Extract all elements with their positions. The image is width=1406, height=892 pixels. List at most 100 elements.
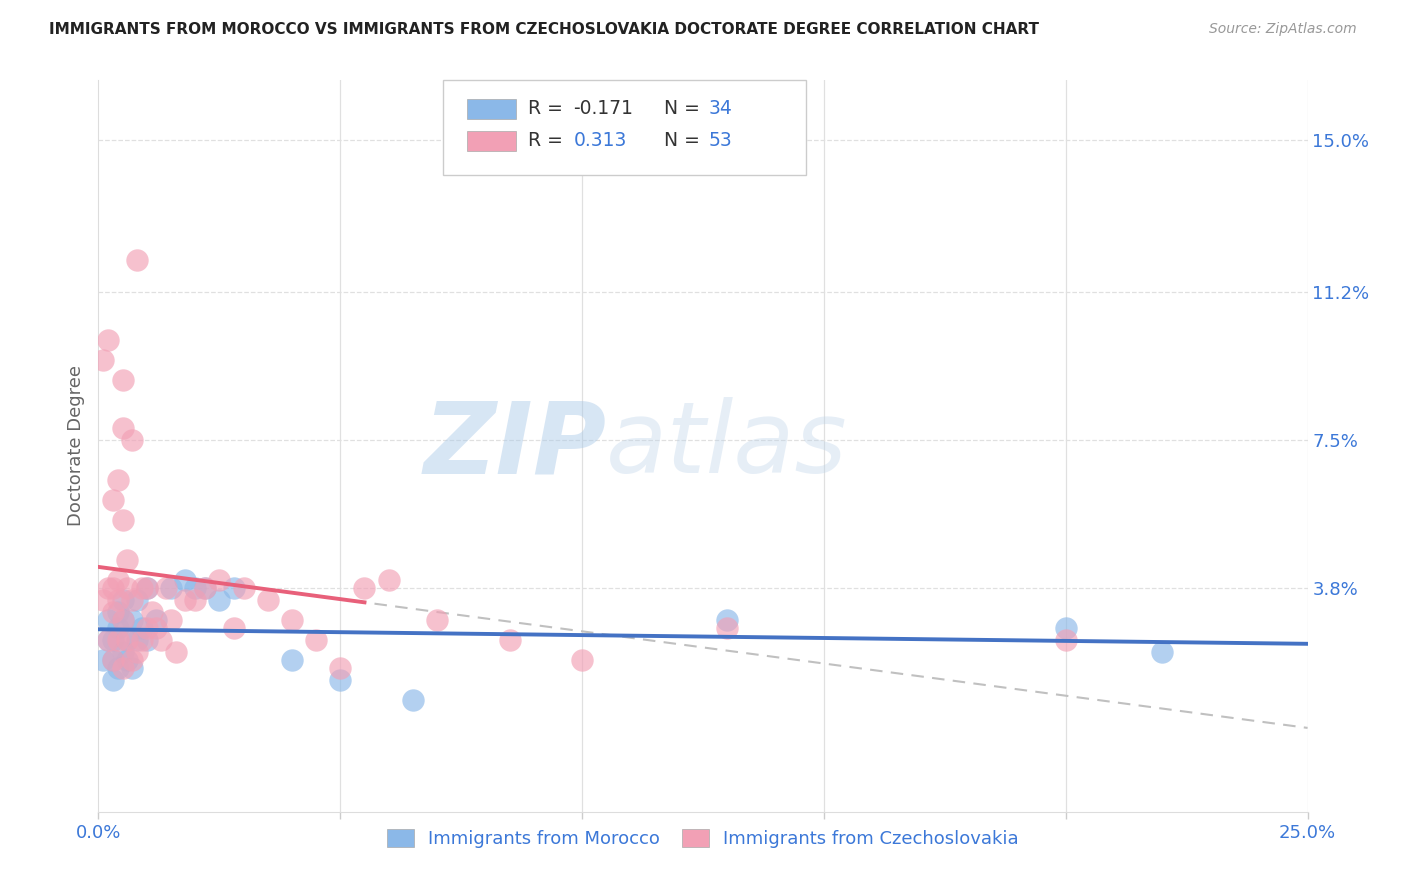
Point [208, 593, 231, 607]
Point [101, 653, 124, 667]
Point [111, 613, 134, 627]
Point [101, 673, 124, 687]
Point [111, 421, 134, 435]
Point [131, 621, 153, 635]
Point [107, 621, 129, 635]
Point [135, 581, 157, 595]
Text: 53: 53 [709, 131, 733, 151]
Text: Source: ZipAtlas.com: Source: ZipAtlas.com [1209, 22, 1357, 37]
Point [117, 632, 139, 647]
Point [281, 653, 304, 667]
Point [1054, 632, 1077, 647]
Point [127, 645, 149, 659]
Text: N =: N = [652, 99, 706, 119]
Point [131, 632, 153, 647]
Point [305, 632, 328, 647]
Point [135, 632, 157, 647]
Point [222, 581, 245, 595]
Point [165, 645, 187, 659]
Y-axis label: Doctorate Degree: Doctorate Degree [66, 366, 84, 526]
Point [97, 613, 120, 627]
Point [111, 613, 134, 627]
Point [222, 621, 245, 635]
Point [121, 593, 143, 607]
Point [107, 632, 129, 647]
Point [1054, 621, 1077, 635]
Point [174, 573, 197, 587]
Point [256, 593, 278, 607]
Text: ZIP: ZIP [423, 398, 606, 494]
Point [160, 581, 183, 595]
Point [101, 605, 124, 619]
Point [194, 581, 217, 595]
Point [101, 653, 124, 667]
Point [91, 353, 114, 368]
Point [97, 632, 120, 647]
Point [101, 632, 124, 647]
Point [107, 593, 129, 607]
Text: atlas: atlas [606, 398, 848, 494]
Point [232, 581, 254, 595]
Point [1152, 645, 1174, 659]
Point [91, 653, 114, 667]
Text: R =: R = [527, 99, 568, 119]
Point [150, 632, 173, 647]
Point [91, 593, 114, 607]
FancyBboxPatch shape [467, 131, 516, 152]
Point [107, 605, 129, 619]
Point [127, 593, 149, 607]
Point [101, 492, 124, 507]
Point [111, 645, 134, 659]
Point [174, 593, 197, 607]
Point [160, 613, 183, 627]
Point [329, 661, 352, 675]
FancyBboxPatch shape [467, 99, 516, 119]
Point [111, 661, 134, 675]
Point [127, 632, 149, 647]
Point [111, 513, 134, 527]
Point [184, 593, 207, 607]
Point [121, 433, 143, 447]
Point [97, 632, 120, 647]
Point [208, 573, 231, 587]
Point [377, 573, 399, 587]
Point [97, 581, 120, 595]
Point [107, 573, 129, 587]
Point [145, 613, 167, 627]
Point [716, 613, 738, 627]
Point [111, 373, 134, 387]
Point [194, 581, 217, 595]
Point [131, 581, 153, 595]
Point [111, 593, 134, 607]
Point [353, 581, 375, 595]
Text: IMMIGRANTS FROM MOROCCO VS IMMIGRANTS FROM CZECHOSLOVAKIA DOCTORATE DEGREE CORRE: IMMIGRANTS FROM MOROCCO VS IMMIGRANTS FR… [49, 22, 1039, 37]
Point [329, 673, 352, 687]
Point [107, 473, 129, 487]
Point [121, 613, 143, 627]
Point [117, 632, 139, 647]
Point [716, 621, 738, 635]
Legend: Immigrants from Morocco, Immigrants from Czechoslovakia: Immigrants from Morocco, Immigrants from… [380, 822, 1026, 855]
Point [121, 653, 143, 667]
Point [117, 581, 139, 595]
Text: -0.171: -0.171 [574, 99, 634, 119]
Text: R =: R = [527, 131, 568, 151]
Point [184, 581, 207, 595]
Point [571, 653, 593, 667]
Point [498, 632, 520, 647]
Text: N =: N = [652, 131, 706, 151]
Point [135, 621, 157, 635]
Point [117, 653, 139, 667]
Point [97, 333, 120, 347]
Point [101, 581, 124, 595]
Point [127, 253, 149, 268]
Text: 0.313: 0.313 [574, 131, 627, 151]
Point [141, 605, 163, 619]
Point [281, 613, 304, 627]
Text: 34: 34 [709, 99, 733, 119]
Point [402, 693, 425, 707]
Point [145, 621, 167, 635]
Point [117, 553, 139, 567]
Point [155, 581, 177, 595]
FancyBboxPatch shape [443, 80, 806, 176]
